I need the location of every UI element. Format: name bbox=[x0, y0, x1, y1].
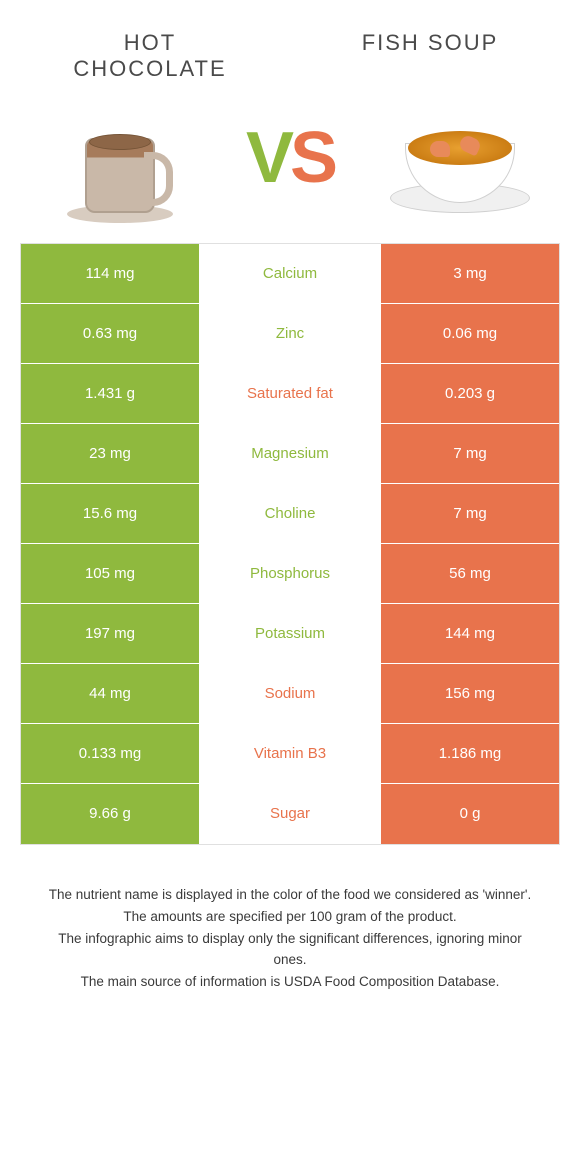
vs-v: V bbox=[246, 118, 290, 198]
right-value: 0.203 g bbox=[381, 364, 559, 423]
left-value: 9.66 g bbox=[21, 784, 199, 844]
table-row: 0.63 mgZinc0.06 mg bbox=[21, 304, 559, 364]
table-row: 44 mgSodium156 mg bbox=[21, 664, 559, 724]
table-row: 197 mgPotassium144 mg bbox=[21, 604, 559, 664]
footnotes: The nutrient name is displayed in the co… bbox=[0, 845, 580, 992]
right-value: 156 mg bbox=[381, 664, 559, 723]
footnote-line: The nutrient name is displayed in the co… bbox=[40, 885, 540, 905]
footnote-line: The main source of information is USDA F… bbox=[40, 972, 540, 992]
left-value: 105 mg bbox=[21, 544, 199, 603]
right-value: 1.186 mg bbox=[381, 724, 559, 783]
left-value: 15.6 mg bbox=[21, 484, 199, 543]
table-row: 1.431 gSaturated fat0.203 g bbox=[21, 364, 559, 424]
table-row: 23 mgMagnesium7 mg bbox=[21, 424, 559, 484]
nutrient-label: Zinc bbox=[199, 304, 381, 363]
right-value: 7 mg bbox=[381, 484, 559, 543]
nutrient-label: Saturated fat bbox=[199, 364, 381, 423]
table-row: 15.6 mgCholine7 mg bbox=[21, 484, 559, 544]
nutrient-table: 114 mgCalcium3 mg0.63 mgZinc0.06 mg1.431… bbox=[20, 243, 560, 845]
hero-row: VS bbox=[0, 93, 580, 243]
right-value: 0 g bbox=[381, 784, 559, 844]
table-row: 105 mgPhosphorus56 mg bbox=[21, 544, 559, 604]
left-value: 0.63 mg bbox=[21, 304, 199, 363]
table-row: 0.133 mgVitamin B31.186 mg bbox=[21, 724, 559, 784]
vs-label: VS bbox=[246, 117, 334, 199]
hot-chocolate-image bbox=[50, 103, 190, 213]
nutrient-label: Sodium bbox=[199, 664, 381, 723]
table-row: 9.66 gSugar0 g bbox=[21, 784, 559, 844]
right-value: 0.06 mg bbox=[381, 304, 559, 363]
right-value: 3 mg bbox=[381, 244, 559, 303]
nutrient-label: Calcium bbox=[199, 244, 381, 303]
left-value: 114 mg bbox=[21, 244, 199, 303]
nutrient-label: Potassium bbox=[199, 604, 381, 663]
left-value: 1.431 g bbox=[21, 364, 199, 423]
right-value: 7 mg bbox=[381, 424, 559, 483]
table-row: 114 mgCalcium3 mg bbox=[21, 244, 559, 304]
left-value: 197 mg bbox=[21, 604, 199, 663]
right-food-title: FISH SOUP bbox=[330, 30, 530, 83]
right-value: 56 mg bbox=[381, 544, 559, 603]
nutrient-label: Sugar bbox=[199, 784, 381, 844]
nutrient-label: Magnesium bbox=[199, 424, 381, 483]
vs-s: S bbox=[290, 118, 334, 198]
nutrient-label: Vitamin B3 bbox=[199, 724, 381, 783]
fish-soup-image bbox=[390, 103, 530, 213]
left-food-title: HOT CHOCOLATE bbox=[50, 30, 250, 83]
left-value: 44 mg bbox=[21, 664, 199, 723]
footnote-line: The amounts are specified per 100 gram o… bbox=[40, 907, 540, 927]
header: HOT CHOCOLATE FISH SOUP bbox=[0, 0, 580, 93]
right-value: 144 mg bbox=[381, 604, 559, 663]
footnote-line: The infographic aims to display only the… bbox=[40, 929, 540, 970]
left-value: 0.133 mg bbox=[21, 724, 199, 783]
nutrient-label: Phosphorus bbox=[199, 544, 381, 603]
nutrient-label: Choline bbox=[199, 484, 381, 543]
left-value: 23 mg bbox=[21, 424, 199, 483]
